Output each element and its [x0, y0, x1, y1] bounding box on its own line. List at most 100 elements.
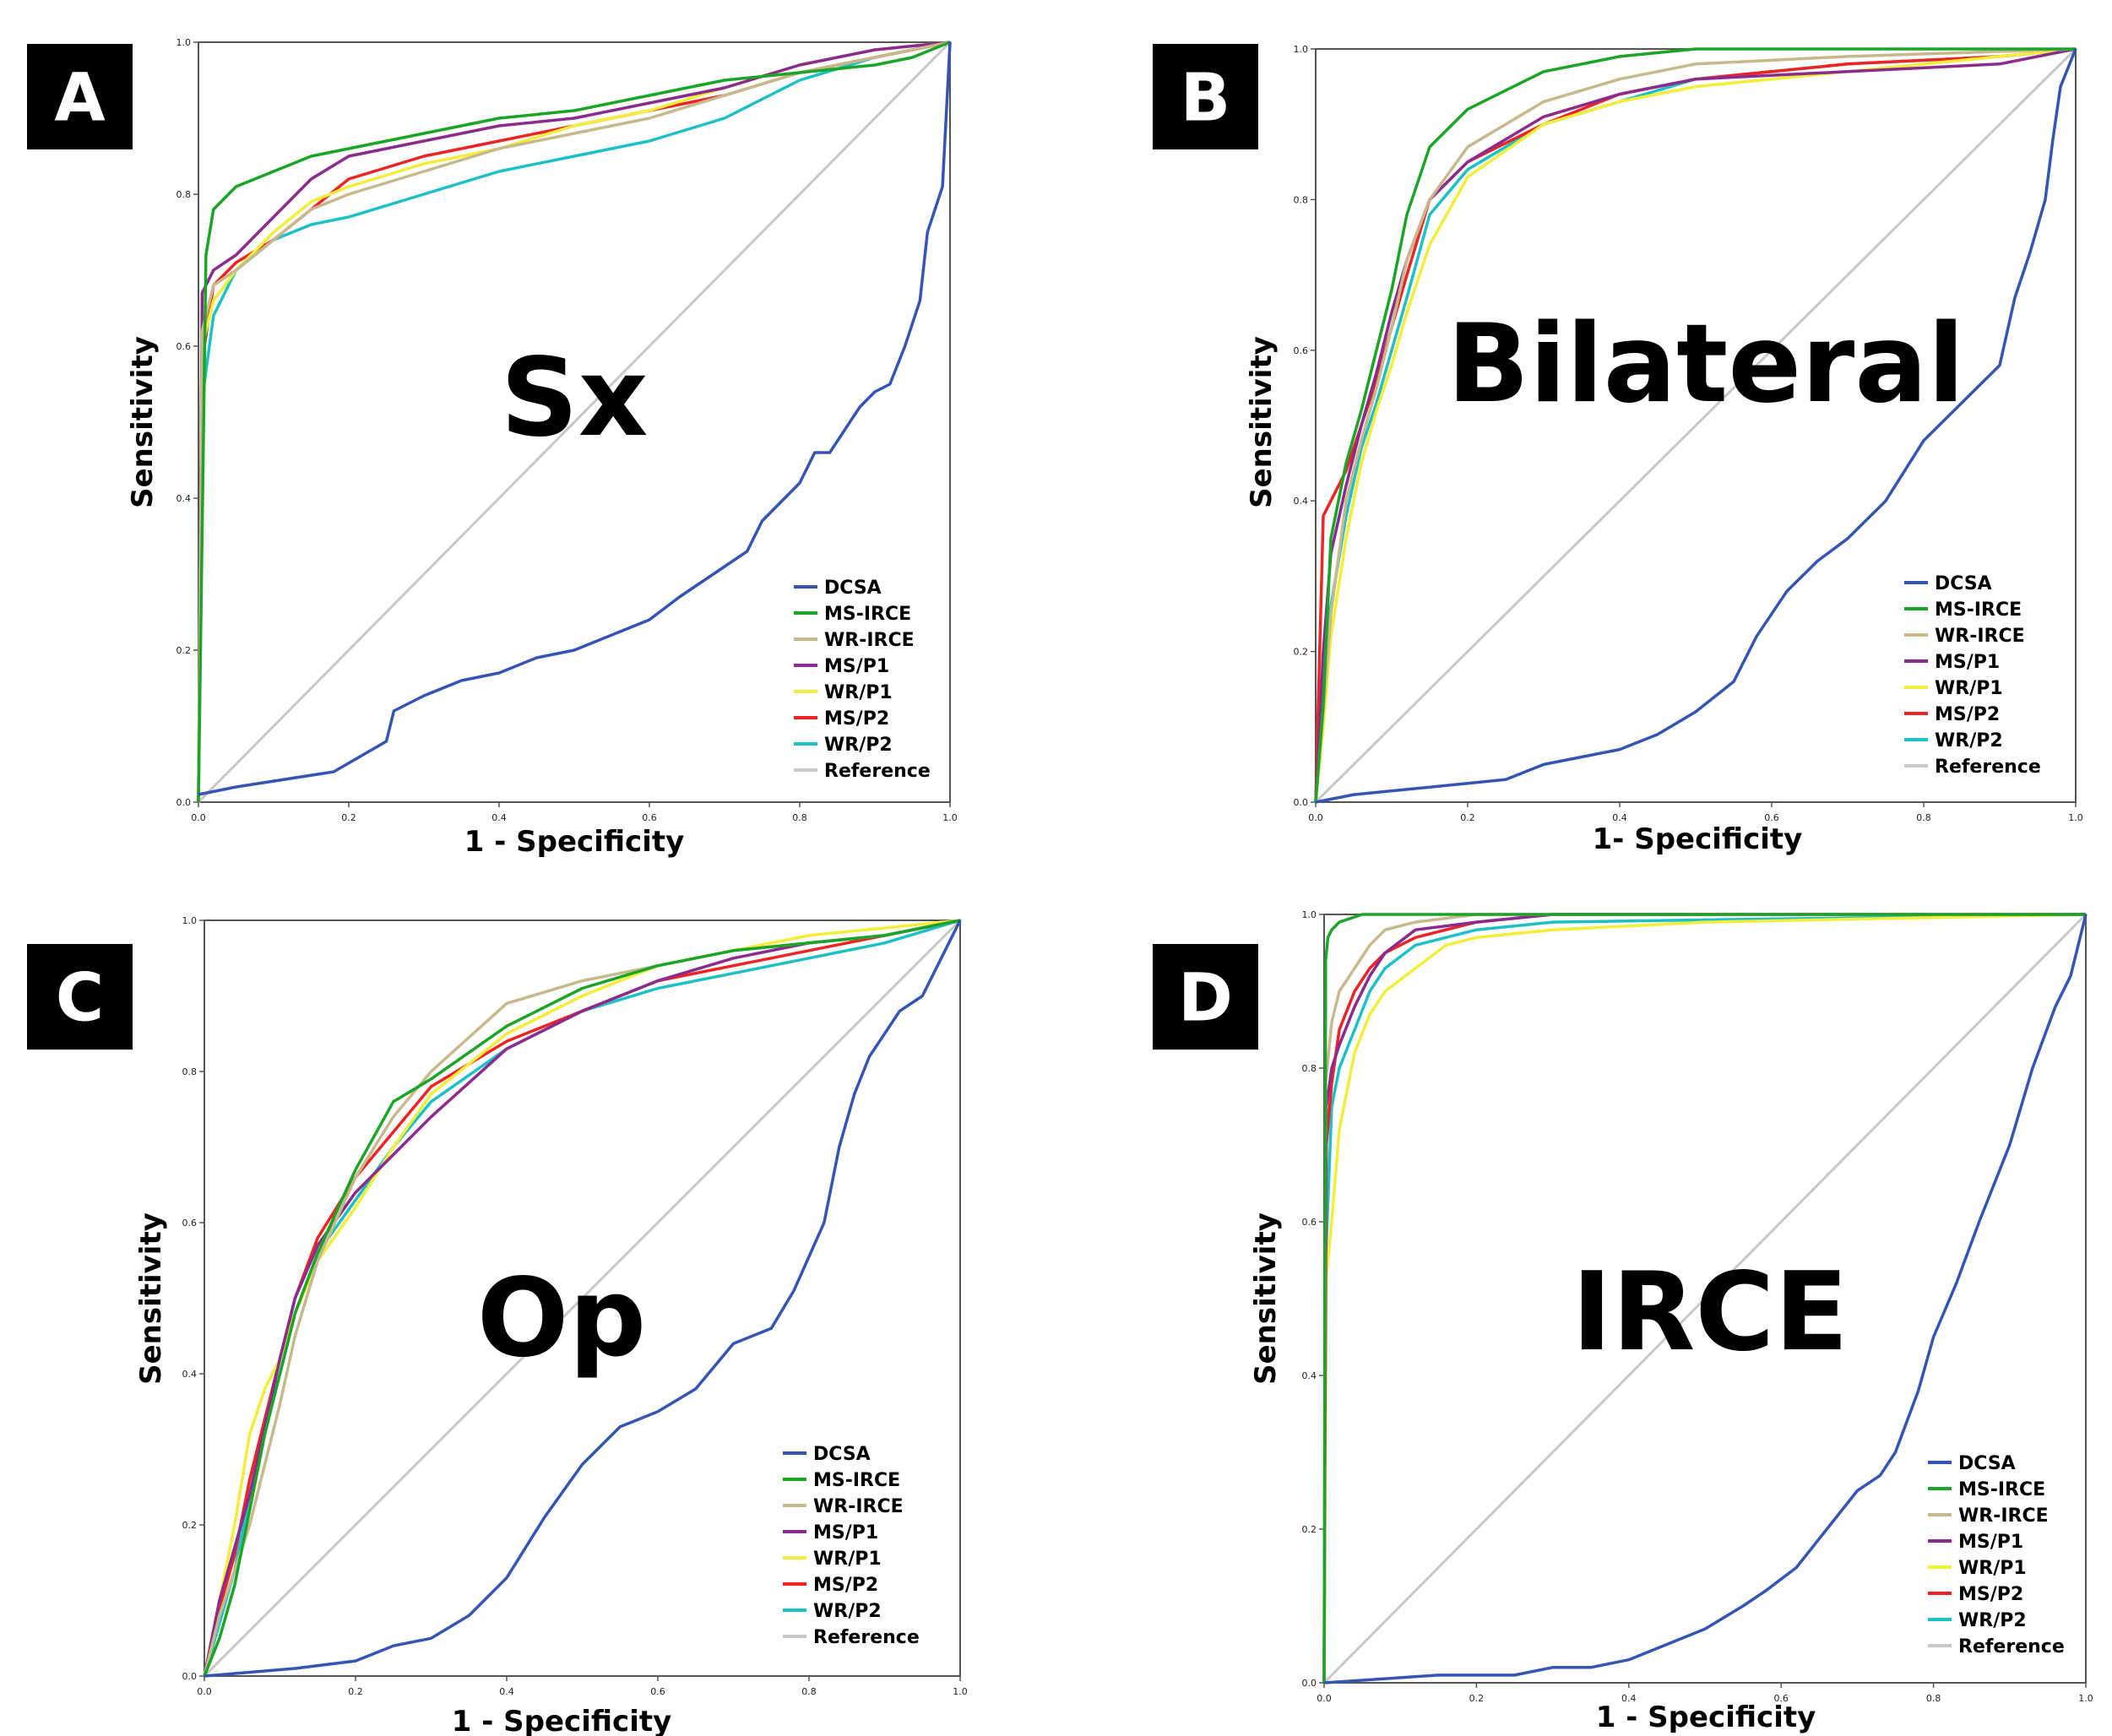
panel-a-series-ms-irce [197, 41, 951, 803]
panel-b-y-tick-label: 1.0 [1294, 44, 1309, 55]
panel-d-legend: DCSA MS-IRCE WR-IRCE MS/P1 WR/P1 MS/P2 WR/P2 Re… [1928, 1453, 2065, 1657]
panel-a-legend-label: WR/P1 [824, 682, 893, 703]
panel-b: 0.0 0.2 0.4 0.6 0.8 1.0 0.0 0.2 0.4 0.6 0.8 1.0 Bila… [1153, 44, 2083, 856]
panel-d-legend-label: WR-IRCE [1958, 1505, 2049, 1527]
panel-b-x-tick-label: 1.0 [2068, 812, 2083, 823]
panel-d-x-tick-label: 0.2 [1469, 1693, 1485, 1704]
panel-b-legend: DCSA MS-IRCE WR-IRCE MS/P1 WR/P1 MS/P2 WR/P2 Re… [1904, 573, 2041, 778]
panel-a-title: Sx [501, 335, 649, 461]
panel-c-y-axis-title: Sensitivity [134, 1212, 168, 1385]
panel-b-legend-label: WR/P2 [1935, 730, 2003, 751]
panel-c-legend-label: DCSA [813, 1444, 871, 1465]
panel-c-x-tick-label: 0.2 [348, 1686, 363, 1697]
panel-b-letter-badge [1153, 44, 1258, 149]
panel-d-legend-label: WR/P2 [1958, 1610, 2027, 1631]
panel-d-series-wr-p1 [1322, 913, 2087, 1684]
panel-a-legend-label: MS/P1 [824, 656, 889, 677]
panel-d-x-tick-label: 1.0 [2078, 1693, 2093, 1704]
panel-d-x-tick-label: 0.8 [1926, 1693, 1941, 1704]
panel-b-series-wr-irce [1314, 47, 2077, 803]
panel-d-legend-label: MS/P1 [1958, 1532, 2023, 1553]
panel-a-legend: DCSA MS-IRCE WR-IRCE MS/P1 WR/P1 MS/P2 WR/P2 Re… [794, 578, 931, 782]
panel-c-y-tick-label: 0.2 [182, 1520, 198, 1531]
panel-a-x-tick-label: 0.8 [792, 812, 807, 823]
panel-b-x-tick-label: 0.0 [1308, 812, 1323, 823]
panel-b-x-tick-label: 0.2 [1460, 812, 1475, 823]
panel-c-y-tick-label: 0.8 [182, 1066, 198, 1077]
panel-d-y-axis-title: Sensitivity [1249, 1212, 1283, 1385]
panel-b-series-reference [1314, 47, 2077, 804]
panel-b-letter: B [1181, 61, 1230, 137]
panel-d-y-tick-label: 0.6 [1302, 1217, 1317, 1228]
panel-d-legend-label: MS/P2 [1958, 1584, 2023, 1605]
panel-a-legend-label: WR-IRCE [824, 630, 915, 651]
panel-d-series-wr-irce [1322, 913, 2086, 1684]
panel-b-x-tick-label: 0.4 [1612, 812, 1627, 823]
panel-a-x-tick-label: 0.2 [341, 812, 356, 823]
panel-d-x-tick-label: 0.6 [1773, 1693, 1789, 1704]
panel-c-series-ms-irce [203, 919, 961, 1677]
panel-b-y-tick-label: 0.0 [1294, 797, 1309, 808]
panel-c-legend-label: MS/P1 [813, 1522, 878, 1543]
panel-c-x-tick-label: 0.0 [197, 1686, 212, 1697]
panel-a-series-reference [197, 41, 952, 804]
panel-b-legend-label: MS-IRCE [1935, 599, 2022, 621]
panel-a-x-tick-label: 0.0 [191, 812, 206, 823]
panel-d-y-tick-label: 0.4 [1302, 1370, 1317, 1381]
panel-d-title: IRCE [1572, 1250, 1849, 1375]
panel-b-series-dcsa [1315, 48, 2077, 804]
panel-a-x-axis-title: 1 - Specificity [464, 825, 685, 859]
panel-b-series-wr-p1 [1314, 47, 2077, 803]
panel-c-x-tick-label: 0.8 [801, 1686, 817, 1697]
panel-b-y-tick-label: 0.8 [1294, 194, 1309, 205]
panel-a-x-tick-label: 0.6 [642, 812, 657, 823]
panel-d: 0.0 0.2 0.4 0.6 0.8 1.0 0.0 0.2 0.4 0.6 0.8 1.0 IRCE… [1153, 909, 2093, 1734]
panel-c-x-tick-label: 1.0 [953, 1686, 968, 1697]
panel-d-legend-label: WR/P1 [1958, 1558, 2027, 1579]
panel-c-series-ms-p2 [203, 919, 961, 1677]
panel-d-series-reference [1322, 913, 2088, 1684]
panel-a-y-tick-label: 0.0 [176, 797, 192, 808]
panel-a-y-axis-title: Sensitivity [126, 336, 160, 508]
panel-a-y-tick-label: 0.6 [176, 341, 192, 352]
panel-b-title: Bilateral [1447, 301, 1964, 427]
panel-b-legend-label: WR/P1 [1935, 678, 2003, 699]
panel-d-legend-label: MS-IRCE [1958, 1479, 2045, 1500]
panel-a-y-tick-label: 0.4 [176, 493, 192, 504]
panel-a: 0.0 0.2 0.4 0.6 0.8 1.0 0.0 0.2 0.4 0.6 0.8 1.0 Sx 1 … [27, 37, 958, 859]
panel-d-legend-label: DCSA [1958, 1453, 2016, 1474]
panel-b-legend-label: Reference [1935, 757, 2041, 778]
panel-a-y-tick-label: 1.0 [176, 37, 192, 48]
panel-d-letter-badge [1153, 944, 1258, 1050]
panel-c-y-tick-label: 0.0 [182, 1671, 198, 1682]
panel-a-legend-label: Reference [824, 761, 931, 782]
panel-c-y-tick-label: 1.0 [182, 915, 198, 926]
panel-c: 0.0 0.2 0.4 0.6 0.8 1.0 0.0 0.2 0.4 0.6 0.8 1.0 Op 1 … [27, 915, 968, 1736]
panel-c-x-axis-title: 1 - Specificity [452, 1705, 672, 1736]
panel-d-y-tick-label: 0.8 [1302, 1063, 1317, 1074]
panel-a-series-wr-irce [197, 41, 951, 803]
panel-a-series-dcsa [198, 41, 952, 796]
panel-a-letter: A [54, 61, 105, 137]
panel-c-x-tick-label: 0.4 [499, 1686, 514, 1697]
panel-a-letter-badge [27, 44, 133, 149]
panel-d-x-axis-title: 1 - Specificity [1596, 1701, 1816, 1734]
panel-b-legend-label: MS/P2 [1935, 704, 2000, 725]
panel-d-y-tick-label: 0.0 [1302, 1678, 1317, 1689]
panel-c-y-tick-label: 0.4 [182, 1369, 198, 1380]
panel-a-y-tick-label: 0.8 [176, 189, 192, 200]
panel-a-x-tick-label: 0.4 [491, 812, 507, 823]
panel-c-letter: C [56, 961, 104, 1037]
panel-d-y-tick-label: 0.2 [1302, 1524, 1317, 1535]
panel-b-legend-label: DCSA [1935, 573, 1992, 594]
panel-c-legend-label: Reference [813, 1627, 920, 1648]
panel-b-legend-label: WR-IRCE [1935, 626, 2025, 647]
panel-c-series-reference [203, 919, 962, 1678]
panel-b-x-tick-label: 0.6 [1764, 812, 1779, 823]
panel-d-series-ms-irce [1322, 913, 2086, 1684]
panel-c-plot-frame [204, 920, 961, 1677]
panel-c-y-tick-label: 0.6 [182, 1218, 198, 1229]
panel-a-legend-label: MS/P2 [824, 708, 889, 730]
